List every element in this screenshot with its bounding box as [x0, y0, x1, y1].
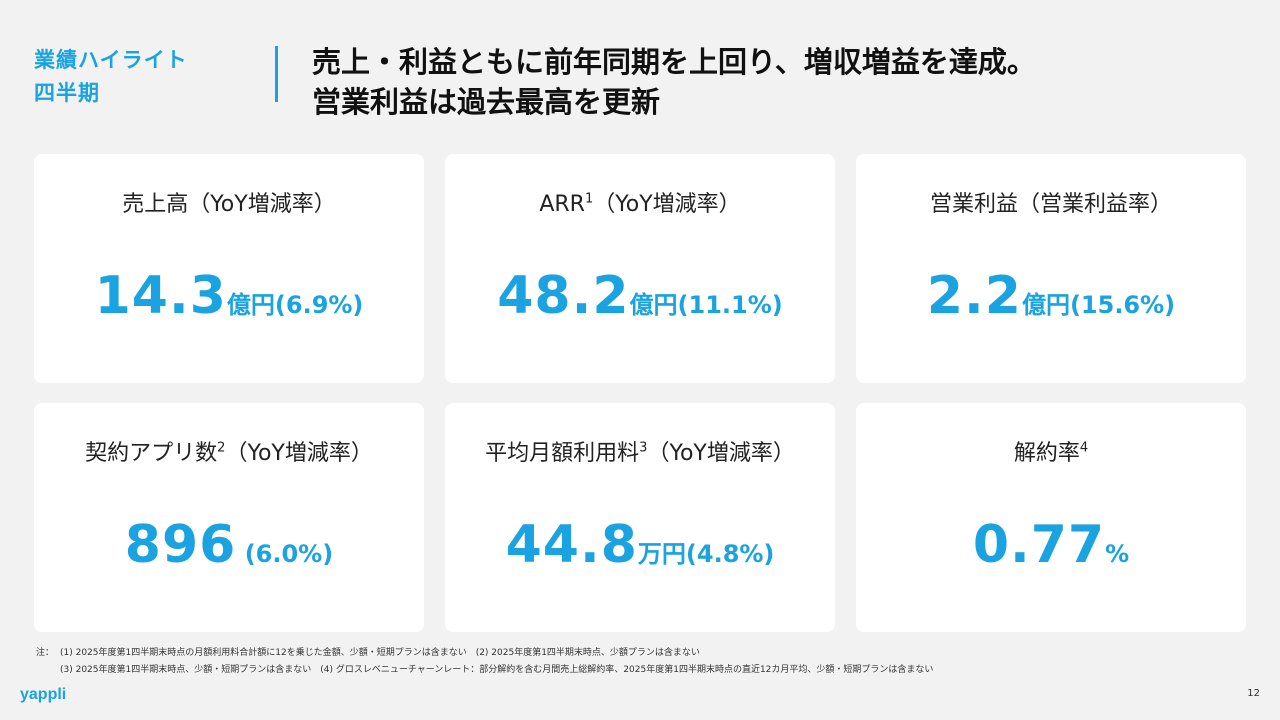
page-headline: 売上・利益ともに前年同期を上回り、増収増益を達成。 営業利益は過去最高を更新: [312, 42, 1036, 122]
card-arr: ARR1（YoY増減率） 48.2億円(11.1%): [445, 154, 835, 383]
kpi-number: 2.2: [926, 266, 1022, 326]
kpi-unit: 億円(11.1%): [629, 291, 783, 319]
card-avg-monthly-fee: 平均月額利用料3（YoY増減率） 44.8万円(4.8%): [445, 403, 835, 632]
card-operating-profit: 営業利益（営業利益率） 2.2億円(15.6%): [856, 154, 1246, 383]
kpi-number: 44.8: [505, 515, 638, 575]
kpi-number: 0.77: [972, 515, 1106, 575]
card-title: 営業利益（営業利益率）: [929, 192, 1172, 217]
kpi-number: 48.2: [497, 266, 630, 326]
footnotes: 注： (1) 2025年度第1四半期末時点の月額利用料合計額に12を乗じた金額、少…: [36, 645, 933, 679]
card-contract-apps: 契約アプリ数2（YoY増減率） 896 (6.0%): [34, 403, 424, 632]
kpi-unit: (6.0%): [236, 540, 334, 568]
footnote-lead: 注：: [36, 648, 55, 658]
section-label-line1: 業績ハイライト: [34, 48, 188, 72]
brand-logo: yappli: [20, 686, 67, 703]
page-number: 12: [1247, 688, 1260, 699]
card-title: 平均月額利用料3（YoY増減率）: [485, 440, 795, 466]
card-value: 14.3億円(6.9%): [34, 266, 424, 326]
header-divider: [275, 46, 278, 102]
kpi-number: 896: [124, 515, 237, 575]
kpi-unit: 億円(15.6%): [1021, 291, 1176, 319]
kpi-unit: 億円(6.9%): [226, 291, 364, 319]
headline-line1: 売上・利益ともに前年同期を上回り、増収増益を達成。: [312, 45, 1036, 79]
card-title: 売上高（YoY増減率）: [122, 192, 336, 217]
footnote-line1: (1) 2025年度第1四半期末時点の月額利用料合計額に12を乗じた金額、少額・…: [60, 648, 700, 658]
kpi-unit: 万円(4.8%): [637, 540, 775, 568]
footnote-line2: (3) 2025年度第1四半期末時点、少額・短期プランは含まない (4) グロス…: [60, 665, 934, 675]
card-value: 2.2億円(15.6%): [856, 266, 1246, 326]
card-value: 48.2億円(11.1%): [445, 266, 835, 326]
card-churn-rate: 解約率4 0.77%: [856, 403, 1246, 632]
headline-line2: 営業利益は過去最高を更新: [312, 85, 661, 119]
card-value: 44.8万円(4.8%): [445, 515, 835, 575]
section-label: 業績ハイライト 四半期: [34, 44, 188, 110]
kpi-unit: %: [1105, 540, 1130, 568]
section-label-line2: 四半期: [34, 81, 100, 105]
card-revenue: 売上高（YoY増減率） 14.3億円(6.9%): [34, 154, 424, 383]
card-title: 解約率4: [1013, 440, 1089, 466]
card-title: ARR1（YoY増減率）: [539, 191, 741, 217]
card-value: 896 (6.0%): [34, 515, 424, 575]
card-value: 0.77%: [856, 515, 1246, 575]
kpi-number: 14.3: [94, 266, 227, 326]
card-title: 契約アプリ数2（YoY増減率）: [85, 440, 373, 466]
